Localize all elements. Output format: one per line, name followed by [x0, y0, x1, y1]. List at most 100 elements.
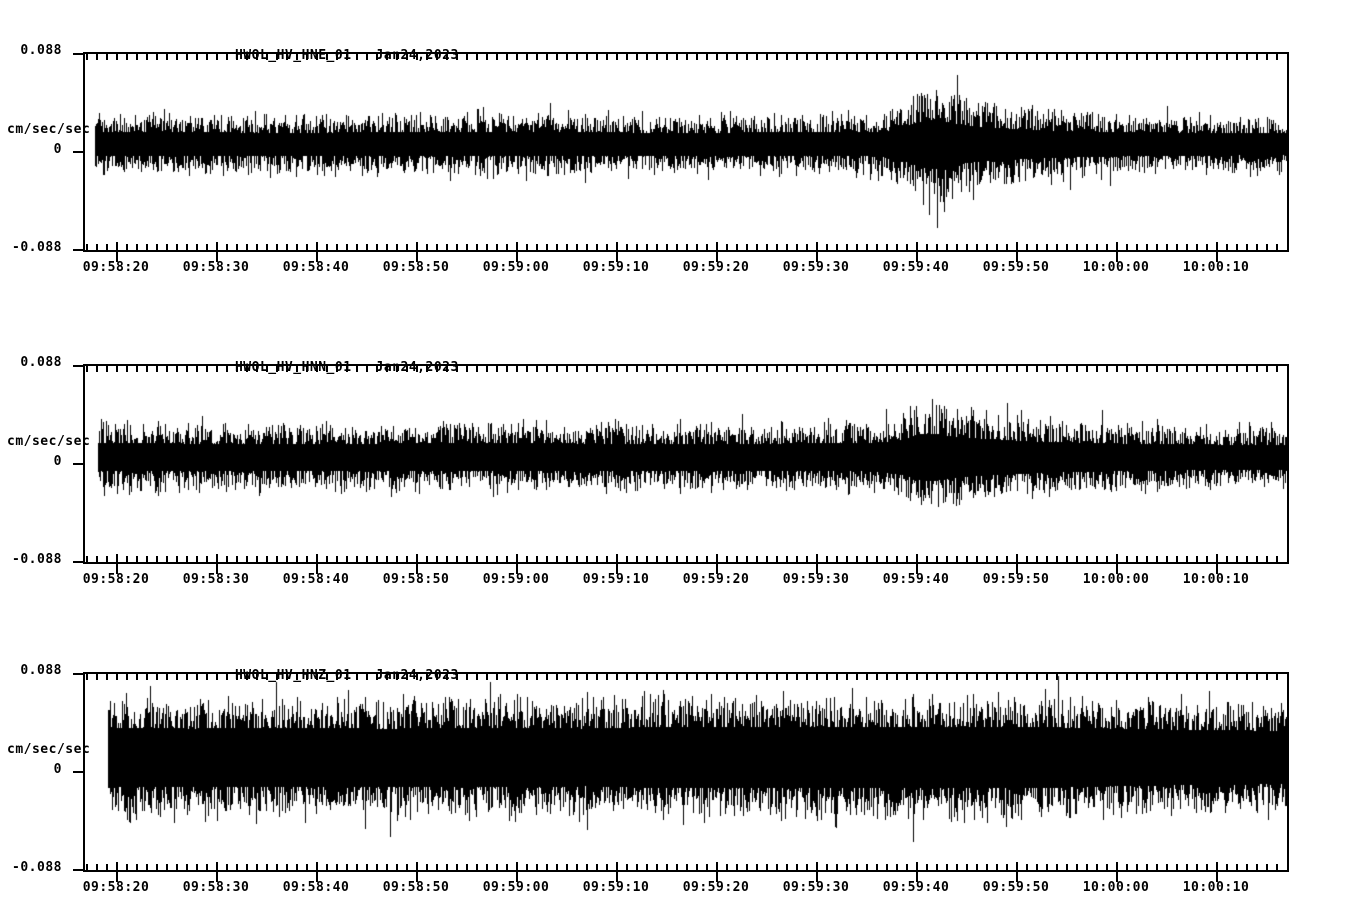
axis-minor-tick — [1096, 366, 1098, 372]
axis-minor-tick — [1236, 556, 1238, 562]
axis-minor-tick — [946, 556, 948, 562]
axis-minor-tick — [866, 556, 868, 562]
axis-minor-tick — [1156, 366, 1158, 372]
axis-minor-tick — [236, 54, 238, 60]
axis-minor-tick — [1216, 366, 1218, 372]
axis-major-tick — [1116, 554, 1118, 574]
axis-minor-tick — [166, 366, 168, 372]
axis-minor-tick — [426, 556, 428, 562]
axis-minor-tick — [346, 54, 348, 60]
axis-minor-tick — [786, 556, 788, 562]
axis-minor-tick — [126, 674, 128, 680]
axis-minor-tick — [1236, 54, 1238, 60]
axis-minor-tick — [356, 244, 358, 250]
axis-minor-tick — [406, 556, 408, 562]
axis-minor-tick — [346, 864, 348, 870]
axis-minor-tick — [526, 54, 528, 60]
axis-minor-tick — [446, 54, 448, 60]
axis-minor-tick — [826, 674, 828, 680]
axis-minor-tick — [1106, 54, 1108, 60]
axis-minor-tick — [246, 674, 248, 680]
axis-minor-tick — [596, 864, 598, 870]
axis-minor-tick — [406, 864, 408, 870]
axis-minor-tick — [976, 366, 978, 372]
axis-minor-tick — [316, 54, 318, 60]
axis-minor-tick — [406, 366, 408, 372]
axis-minor-tick — [746, 556, 748, 562]
axis-minor-tick — [1046, 54, 1048, 60]
axis-minor-tick — [336, 366, 338, 372]
axis-minor-tick — [436, 864, 438, 870]
axis-minor-tick — [976, 54, 978, 60]
axis-major-tick — [216, 242, 218, 262]
axis-minor-tick — [526, 674, 528, 680]
axis-major-tick — [516, 554, 518, 574]
axis-minor-tick — [766, 674, 768, 680]
axis-minor-tick — [1076, 674, 1078, 680]
axis-minor-tick — [506, 864, 508, 870]
axis-minor-tick — [936, 556, 938, 562]
axis-minor-tick — [1196, 864, 1198, 870]
axis-minor-tick — [536, 864, 538, 870]
axis-minor-tick — [356, 556, 358, 562]
x-axis-tick-label: 09:58:20 — [82, 572, 150, 587]
axis-major-tick — [816, 242, 818, 262]
axis-minor-tick — [266, 556, 268, 562]
axis-minor-tick — [486, 54, 488, 60]
axis-minor-tick — [836, 54, 838, 60]
axis-minor-tick — [236, 244, 238, 250]
axis-minor-tick — [1206, 674, 1208, 680]
axis-minor-tick — [1046, 674, 1048, 680]
axis-minor-tick — [626, 366, 628, 372]
axis-minor-tick — [206, 864, 208, 870]
axis-minor-tick — [576, 244, 578, 250]
axis-minor-tick — [1166, 864, 1168, 870]
axis-minor-tick — [1036, 54, 1038, 60]
axis-minor-tick — [746, 54, 748, 60]
axis-minor-tick — [1276, 864, 1278, 870]
axis-minor-tick — [1266, 674, 1268, 680]
x-axis-tick-label: 09:58:40 — [282, 260, 350, 275]
axis-minor-tick — [926, 54, 928, 60]
axis-minor-tick — [766, 556, 768, 562]
axis-minor-tick — [656, 366, 658, 372]
plot-box — [73, 672, 1289, 882]
axis-minor-tick — [296, 674, 298, 680]
axis-minor-tick — [666, 674, 668, 680]
axis-minor-tick — [776, 556, 778, 562]
x-axis-tick-label: 09:59:20 — [682, 880, 750, 895]
axis-minor-tick — [876, 674, 878, 680]
axis-minor-tick — [1146, 366, 1148, 372]
axis-minor-tick — [956, 556, 958, 562]
x-axis-tick-label: 09:59:30 — [782, 260, 850, 275]
axis-minor-tick — [1136, 244, 1138, 250]
axis-minor-tick — [266, 244, 268, 250]
axis-minor-tick — [1266, 864, 1268, 870]
axis-minor-tick — [296, 54, 298, 60]
axis-minor-tick — [606, 864, 608, 870]
axis-minor-tick — [256, 244, 258, 250]
axis-minor-tick — [1226, 674, 1228, 680]
axis-minor-tick — [1086, 54, 1088, 60]
axis-minor-tick — [346, 244, 348, 250]
axis-minor-tick — [806, 54, 808, 60]
axis-minor-tick — [696, 366, 698, 372]
axis-minor-tick — [106, 864, 108, 870]
axis-minor-tick — [1056, 54, 1058, 60]
axis-minor-tick — [476, 864, 478, 870]
axis-minor-tick — [816, 54, 818, 60]
axis-minor-tick — [906, 864, 908, 870]
axis-minor-tick — [416, 366, 418, 372]
axis-minor-tick — [1166, 556, 1168, 562]
x-axis-tick-label: 09:59:40 — [882, 880, 950, 895]
axis-minor-tick — [386, 556, 388, 562]
axis-minor-tick — [786, 864, 788, 870]
axis-minor-tick — [436, 674, 438, 680]
axis-minor-tick — [236, 556, 238, 562]
axis-minor-tick — [1046, 864, 1048, 870]
axis-minor-tick — [86, 556, 88, 562]
axis-minor-tick — [676, 54, 678, 60]
axis-minor-tick — [96, 556, 98, 562]
axis-minor-tick — [776, 366, 778, 372]
x-axis-tick-label: 09:59:50 — [982, 572, 1050, 587]
